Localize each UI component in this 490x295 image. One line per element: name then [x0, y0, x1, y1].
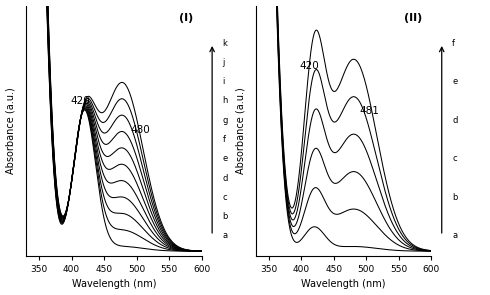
Text: f: f	[452, 39, 455, 47]
Text: g: g	[222, 116, 228, 125]
Text: b: b	[452, 193, 458, 202]
Text: i: i	[222, 77, 225, 86]
Text: 420: 420	[300, 61, 319, 71]
Text: (I): (I)	[178, 13, 193, 23]
Text: 480: 480	[130, 124, 150, 135]
Y-axis label: Absorbance (a.u.): Absorbance (a.u.)	[5, 87, 16, 174]
Text: j: j	[222, 58, 225, 67]
Text: c: c	[222, 193, 227, 202]
Text: (II): (II)	[404, 13, 422, 23]
Text: h: h	[222, 96, 228, 105]
Text: a: a	[222, 231, 228, 240]
Y-axis label: Absorbance (a.u.): Absorbance (a.u.)	[235, 87, 245, 174]
Text: b: b	[222, 212, 228, 221]
Text: 481: 481	[360, 106, 380, 116]
X-axis label: Wavelength (nm): Wavelength (nm)	[301, 279, 386, 289]
Text: d: d	[452, 116, 458, 125]
X-axis label: Wavelength (nm): Wavelength (nm)	[72, 279, 156, 289]
Text: c: c	[452, 154, 457, 163]
Text: f: f	[222, 135, 226, 144]
Text: 420: 420	[70, 96, 90, 106]
Text: k: k	[222, 39, 227, 47]
Text: e: e	[452, 77, 458, 86]
Text: d: d	[222, 173, 228, 183]
Text: a: a	[452, 231, 457, 240]
Text: e: e	[222, 154, 228, 163]
